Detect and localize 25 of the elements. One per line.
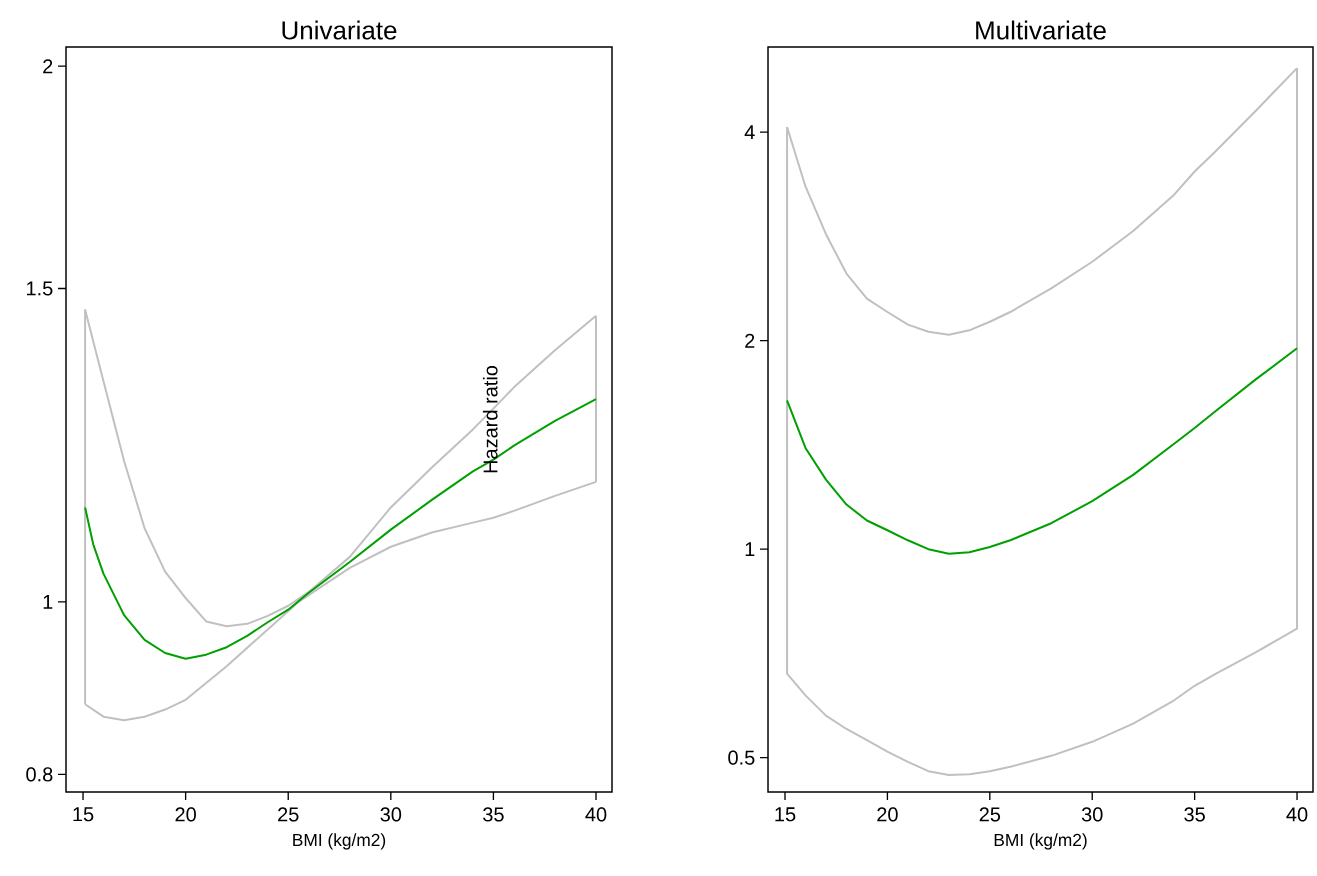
x-axis-title: BMI (kg/m2)	[293, 833, 386, 850]
y-tick-label: 4	[744, 125, 755, 140]
y-tick-label: 0.5	[728, 750, 755, 765]
x-tick-label: 40	[1286, 807, 1308, 822]
x-tick-label: 25	[278, 807, 299, 822]
x-tick-label: 35	[483, 807, 504, 822]
y-tick-label: 2	[745, 333, 755, 348]
x-axis-title: BMI (kg/m2)	[994, 833, 1087, 850]
x-tick-label: 20	[175, 807, 196, 822]
x-tick-label: 15	[73, 807, 94, 822]
x-tick-label: 15	[775, 807, 796, 822]
y-axis-title: Hazard ratio	[482, 365, 498, 473]
x-tick-label: 35	[1184, 807, 1205, 822]
x-tick-label: 20	[877, 807, 898, 822]
chart-title: Univariate	[282, 20, 397, 40]
chart-title: Multivariate	[976, 20, 1106, 40]
y-tick-label: 1.5	[27, 281, 53, 296]
x-tick-label: 30	[380, 807, 402, 822]
y-tick-label: 1	[43, 595, 53, 609]
y-tick-label: 0.8	[26, 767, 53, 782]
y-tick-label: 2	[43, 59, 53, 74]
x-tick-label: 40	[585, 807, 607, 822]
y-tick-label: 1	[745, 542, 755, 557]
x-tick-label: 30	[1081, 807, 1103, 822]
x-tick-label: 25	[979, 807, 1001, 822]
